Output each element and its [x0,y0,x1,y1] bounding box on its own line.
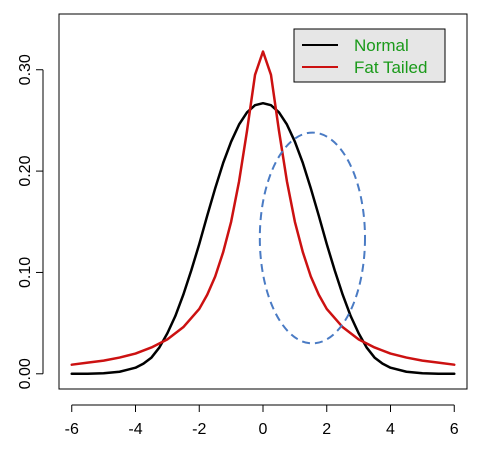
y-tick-label: 0.10 [17,257,34,288]
x-tick-label: 6 [450,421,459,438]
x-tick-label: -2 [192,421,206,438]
legend: Normal Fat Tailed [293,28,446,83]
x-tick-label: 4 [386,421,395,438]
y-tick-label: 0.30 [17,54,34,85]
axes-group: -6 -4 -2 0 2 4 6 0.00 0.10 0.20 0.30 [17,13,468,438]
plot-frame [58,13,468,390]
legend-box [293,28,446,83]
legend-label-fat-tailed: Fat Tailed [354,58,427,77]
y-tick-label: 0.00 [17,358,34,389]
series-line-normal [70,101,456,376]
x-tick-label: 2 [322,421,331,438]
x-tick-label: -4 [128,421,142,438]
annotations-group [258,131,366,345]
y-tick-label: 0.20 [17,155,34,186]
series-line-fat-tailed [70,50,456,366]
dashed-ellipse-annotation [258,131,366,345]
x-tick-label: 0 [259,421,268,438]
series-group [70,50,456,376]
x-tick-label: -6 [65,421,79,438]
legend-label-normal: Normal [354,36,409,55]
